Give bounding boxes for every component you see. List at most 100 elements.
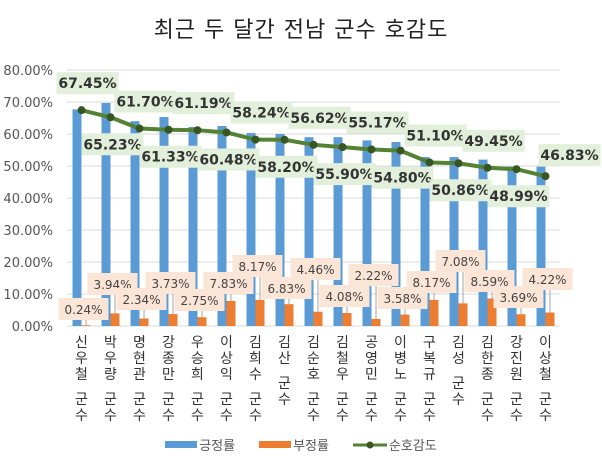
negative-data-label-box xyxy=(145,272,196,294)
legend: 긍정률 부정률 순호감도 xyxy=(0,435,602,454)
x-category-char: 만 xyxy=(162,367,175,383)
x-category-char: 군 xyxy=(510,392,523,408)
x-category-char: 종 xyxy=(162,351,175,367)
negative-bar xyxy=(110,313,120,326)
x-category-char: 한 xyxy=(481,351,494,367)
x-category-char: 군 xyxy=(249,392,262,408)
x-category-char: 산 xyxy=(278,351,291,367)
net-point xyxy=(222,128,231,137)
negative-data-label-box xyxy=(261,277,312,299)
x-category-char: 규 xyxy=(423,367,436,383)
x-category-char: 강 xyxy=(510,335,523,351)
x-category-char: 구 xyxy=(423,335,436,351)
x-category-char: 원 xyxy=(510,367,523,383)
negative-data-label-box xyxy=(58,298,109,320)
legend-item-negative: 부정률 xyxy=(259,435,329,454)
negative-bar xyxy=(429,299,439,326)
negative-data-label-box xyxy=(203,272,254,294)
x-category-char xyxy=(536,383,556,392)
x-category-char: 수 xyxy=(278,392,291,408)
x-category-char: 강 xyxy=(162,335,175,351)
x-category-char: 우 xyxy=(75,351,88,367)
x-category-char: 량 xyxy=(104,367,117,383)
negative-data-label: 7.08% xyxy=(441,255,479,269)
x-category-char: 수 xyxy=(191,408,204,424)
x-category-char: 호 xyxy=(307,367,320,383)
x-category-char xyxy=(507,383,527,392)
y-tick-label: 30.00% xyxy=(3,224,53,239)
x-category-char: 철 xyxy=(539,367,552,383)
negative-bar xyxy=(458,303,468,326)
x-category-char xyxy=(333,383,353,392)
x-category-char: 철 xyxy=(75,367,88,383)
x-category-char: 순 xyxy=(307,351,320,367)
x-category-char: 수 xyxy=(249,408,262,424)
x-category-char: 수 xyxy=(452,392,465,408)
x-category-char xyxy=(130,383,150,392)
x-category-char xyxy=(188,383,208,392)
negative-data-label-box xyxy=(406,271,457,293)
net-data-label-box xyxy=(371,166,434,189)
negative-bar xyxy=(371,318,381,326)
positive-bar xyxy=(536,166,546,326)
legend-swatch xyxy=(165,441,198,448)
legend-swatch xyxy=(259,441,292,448)
negative-bar xyxy=(226,300,236,326)
legend-item-positive: 긍정률 xyxy=(165,435,235,454)
x-category-char: 수 xyxy=(104,408,117,424)
x-category-char: 이 xyxy=(220,335,233,351)
x-category-char: 복 xyxy=(423,351,436,367)
positive-bar xyxy=(391,142,401,326)
x-category-char: 수 xyxy=(365,408,378,424)
x-category-char: 군 xyxy=(162,392,175,408)
negative-data-label: 2.22% xyxy=(354,269,392,283)
x-category-char: 승 xyxy=(191,351,204,367)
negative-data-label: 8.17% xyxy=(412,276,450,290)
net-point xyxy=(135,124,144,133)
positive-bar xyxy=(217,126,227,326)
net-data-label: 61.70% xyxy=(116,95,174,111)
x-category-char xyxy=(275,367,295,376)
x-category-char: 군 xyxy=(452,376,465,392)
negative-data-label-box xyxy=(290,258,341,280)
x-category-char: 진 xyxy=(510,351,523,367)
net-point xyxy=(541,172,550,181)
net-data-label-box xyxy=(404,124,467,147)
legend-line-marker xyxy=(352,441,387,448)
positive-bar xyxy=(101,102,111,327)
x-category-char: 병 xyxy=(394,351,407,367)
negative-data-label: 2.75% xyxy=(180,294,218,308)
x-category-char xyxy=(217,383,237,392)
net-data-label-box xyxy=(288,106,351,129)
x-category-char: 군 xyxy=(539,392,552,408)
net-data-label: 58.20% xyxy=(257,160,315,176)
negative-bar xyxy=(487,298,497,326)
negative-data-label: 3.69% xyxy=(499,291,537,305)
x-category-char: 군 xyxy=(307,392,320,408)
positive-bar xyxy=(333,137,343,326)
x-category-char: 수 xyxy=(249,367,262,383)
x-category-char: 우 xyxy=(104,351,117,367)
y-tick-label: 60.00% xyxy=(3,128,53,143)
negative-data-label: 3.73% xyxy=(151,277,189,291)
x-category-char: 군 xyxy=(336,392,349,408)
negative-bar xyxy=(400,314,410,326)
x-category-char xyxy=(101,383,121,392)
negative-data-label: 3.58% xyxy=(383,292,421,306)
x-category-char: 수 xyxy=(133,408,146,424)
x-category-char: 군 xyxy=(191,392,204,408)
negative-data-label: 7.83% xyxy=(209,277,247,291)
x-category-char: 군 xyxy=(481,392,494,408)
x-category-char: 철 xyxy=(336,351,349,367)
x-category-char: 수 xyxy=(394,408,407,424)
net-data-label: 51.10% xyxy=(406,128,464,144)
legend-item-net: 순호감도 xyxy=(352,435,437,454)
